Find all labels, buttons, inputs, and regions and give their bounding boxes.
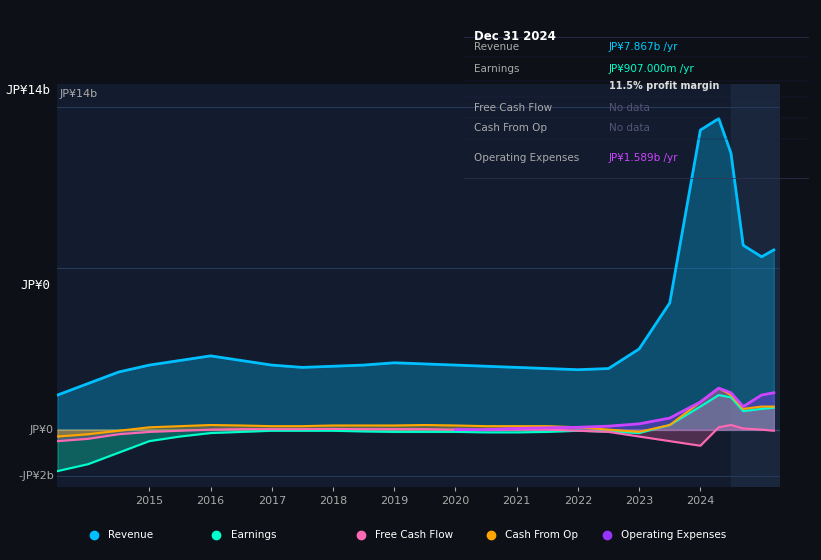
Text: Revenue: Revenue <box>475 42 520 52</box>
Text: Earnings: Earnings <box>475 64 520 74</box>
Text: JP¥907.000m /yr: JP¥907.000m /yr <box>608 64 695 74</box>
Text: -JP¥2b: -JP¥2b <box>18 470 54 480</box>
Bar <box>731 84 780 487</box>
Text: JP¥1.589b /yr: JP¥1.589b /yr <box>608 153 678 163</box>
Text: Free Cash Flow: Free Cash Flow <box>375 530 453 540</box>
Text: JP¥0: JP¥0 <box>21 279 50 292</box>
Text: 11.5% profit margin: 11.5% profit margin <box>608 81 719 91</box>
Text: JP¥14b: JP¥14b <box>5 84 50 97</box>
Text: Free Cash Flow: Free Cash Flow <box>475 102 553 113</box>
Text: JP¥0: JP¥0 <box>30 424 54 435</box>
Text: Cash From Op: Cash From Op <box>475 123 548 133</box>
Text: Earnings: Earnings <box>231 530 277 540</box>
Text: JP¥7.867b /yr: JP¥7.867b /yr <box>608 42 678 52</box>
Text: Revenue: Revenue <box>108 530 154 540</box>
Text: Cash From Op: Cash From Op <box>506 530 579 540</box>
Text: No data: No data <box>608 102 649 113</box>
Text: Operating Expenses: Operating Expenses <box>475 153 580 163</box>
Text: Operating Expenses: Operating Expenses <box>621 530 727 540</box>
Text: Dec 31 2024: Dec 31 2024 <box>475 30 556 43</box>
Text: JP¥14b: JP¥14b <box>60 89 98 99</box>
Text: No data: No data <box>608 123 649 133</box>
